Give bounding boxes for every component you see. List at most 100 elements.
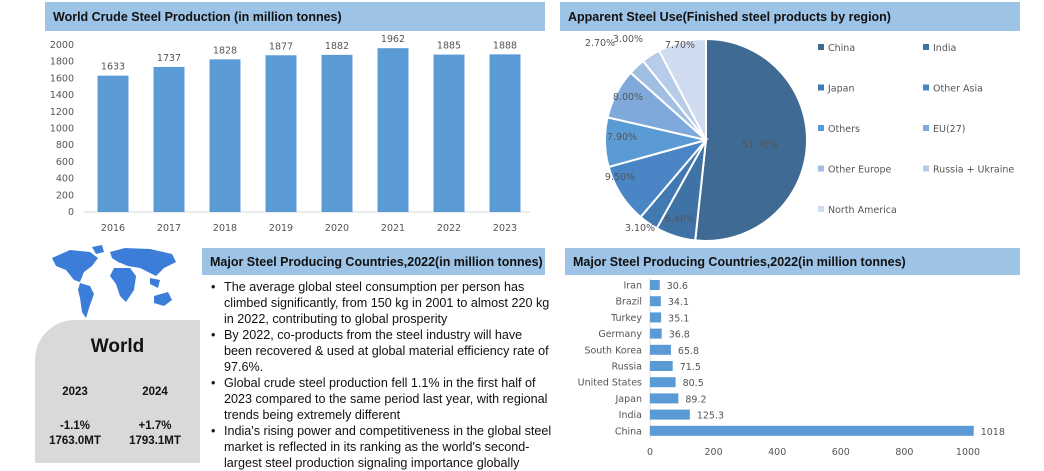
legend-swatch [818,165,824,172]
legend-swatch [923,84,929,91]
x-tick-label: 400 [768,447,786,458]
legend-label: Others [828,124,860,135]
data-label: 1018 [981,427,1005,438]
legend-label: China [828,43,855,54]
x-tick-label: 800 [895,447,913,458]
legend-swatch [923,44,929,50]
fact-item: India's rising power and competitiveness… [211,423,553,471]
y-tick-label: 1400 [50,90,74,101]
category-label: Brazil [615,297,642,308]
fact-item: By 2022, co-products from the steel indu… [211,327,553,375]
legend-label: Russia + Ukraine [933,165,1014,176]
bar-turkey [650,312,662,323]
y-tick-label: 0 [68,207,74,218]
data-label: 1737 [157,53,181,64]
data-label: 35.1 [668,313,689,324]
category-label: United States [578,378,642,389]
data-label: 1877 [269,41,293,52]
legend-swatch [818,125,824,131]
data-label: 1962 [381,34,405,45]
chart2-title: Apparent Steel Use(Finished steel produc… [560,2,1020,31]
year-2023: 2023 [62,386,88,398]
chart1-title: World Crude Steel Production (in million… [45,2,545,31]
x-tick-label: 2023 [493,223,517,234]
slice-label: 7.70% [665,40,695,51]
y-tick-label: 1200 [50,107,74,118]
bar-2016 [97,75,129,212]
x-tick-label: 0 [647,447,653,458]
x-tick-label: 2018 [213,223,237,234]
data-label: 34.1 [668,297,689,308]
category-label: Germany [598,329,642,340]
slice-label: 8.00% [613,92,643,103]
x-tick-label: 1000 [956,447,980,458]
slice-label: 7.90% [607,132,637,143]
world-title: World [90,336,145,357]
y-tick-label: 1600 [50,73,74,84]
legend-swatch [818,84,824,91]
slice-label: 2.70% [585,38,615,49]
data-label: 80.5 [683,378,704,389]
pie-slice-china [694,37,808,242]
bar-2020 [321,54,353,213]
bar-2022 [433,54,465,212]
bar-2018 [209,59,241,212]
y-tick-label: 800 [56,140,74,151]
bar-brazil [650,296,661,307]
value-2023: 1763.0MT [49,435,101,447]
x-tick-label: 2017 [157,223,181,234]
legend-label: EU(27) [933,124,965,135]
legend-swatch [923,125,929,131]
legend-label: Japan [827,84,855,95]
x-tick-label: 2022 [437,223,461,234]
bar-united-states [650,377,676,388]
middle-title: Major Steel Producing Countries,2022(in … [202,248,545,275]
x-tick-label: 200 [705,447,723,458]
category-label: Russia [611,362,642,373]
bar-2017 [153,66,185,212]
bar-2023 [489,54,521,212]
category-label: Iran [623,281,642,292]
year-2024: 2024 [142,386,168,398]
y-tick-label: 1000 [50,124,74,135]
data-label: 65.8 [678,346,699,357]
slice-label: 51.70% [742,140,778,151]
bar-germany [650,328,662,339]
data-label: 30.6 [667,281,688,292]
data-label: 1882 [325,41,349,52]
data-label: 1888 [493,40,517,51]
fact-item: The average global steel consumption per… [211,279,553,327]
slice-label: 3.00% [613,34,643,45]
legend-swatch [923,165,929,172]
legend-swatch [818,206,824,212]
x-tick-label: 2016 [101,223,125,234]
bar-2019 [265,55,297,212]
legend-swatch [818,44,824,50]
legend-label: India [933,43,956,54]
legend-label: Other Asia [933,84,983,95]
data-label: 1633 [101,62,125,73]
data-label: 1828 [213,45,237,56]
data-label: 89.2 [685,394,706,405]
x-tick-label: 2019 [269,223,293,234]
value-2024: 1793.1MT [129,435,181,447]
bar-iran [650,280,660,290]
legend-label: Other Europe [828,165,892,176]
y-tick-label: 600 [56,157,74,168]
x-tick-label: 2021 [381,223,405,234]
change-2023: -1.1% [59,420,91,432]
slice-label: 3.10% [625,223,655,234]
bar-2021 [377,48,409,212]
bar-south-korea [650,344,671,355]
y-tick-label: 2000 [50,40,74,51]
bar-china [650,425,974,436]
data-label: 125.3 [697,411,724,422]
slice-label: 6.40% [665,214,695,225]
bar-japan [650,393,679,404]
y-tick-label: 1800 [50,57,74,68]
x-tick-label: 600 [832,447,850,458]
data-label: 71.5 [680,362,701,373]
category-label: South Korea [584,345,642,356]
change-2024: +1.7% [138,420,172,432]
